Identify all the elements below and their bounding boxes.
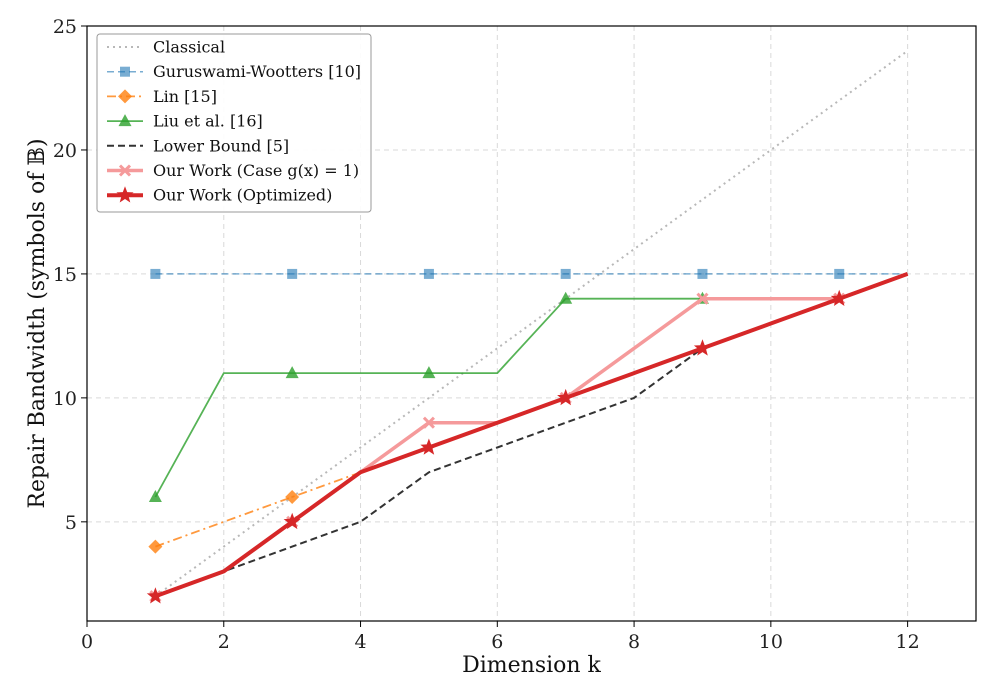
- star-marker: [693, 339, 711, 356]
- legend-entry: Liu et al. [16]: [107, 112, 263, 131]
- triangle-marker: [422, 366, 436, 379]
- series-layer: [146, 49, 909, 604]
- series-guruswami-wootters-10: [150, 268, 908, 279]
- legend-label: Lower Bound [5]: [153, 136, 289, 155]
- legend-entry: Our Work (Optimized): [107, 186, 332, 205]
- legend-label: Lin [15]: [153, 87, 217, 106]
- square-marker: [834, 268, 845, 279]
- axes: 0 2 4 6 8 10 12 5 10 15 20 25: [53, 16, 977, 653]
- square-marker: [287, 268, 298, 279]
- series-our-work-optimized: [146, 272, 909, 604]
- y-tick-label: 5: [65, 512, 77, 534]
- x-marker: [696, 292, 709, 305]
- diamond-marker: [285, 490, 300, 505]
- square-marker: [560, 268, 571, 279]
- x-tick-label: 2: [218, 631, 230, 653]
- series-line: [155, 471, 361, 548]
- star-marker: [146, 587, 164, 604]
- triangle-marker: [285, 366, 299, 379]
- series-line: [155, 272, 908, 598]
- x-tick-label: 8: [628, 631, 640, 653]
- legend-label: Our Work (Case g(x) = 1): [153, 161, 359, 180]
- y-tick-label: 20: [53, 140, 77, 162]
- series-line: [154, 272, 909, 599]
- x-marker: [422, 416, 435, 429]
- x-marker: [118, 164, 132, 177]
- x-tick-label: 10: [759, 631, 783, 653]
- y-tick-label: 15: [53, 264, 77, 286]
- legend-entry: Guruswami-Wootters [10]: [107, 62, 361, 81]
- star-marker: [557, 388, 575, 406]
- legend-label: Our Work (Optimized): [153, 186, 332, 205]
- square-marker: [120, 66, 130, 77]
- plot-frame: [86, 25, 977, 622]
- triangle-marker: [148, 490, 162, 503]
- y-tick-label: 25: [53, 16, 77, 38]
- y-axis-label: Repair Bandwidth (symbols of 𝔹): [25, 138, 50, 508]
- series-lower-bound-5: [155, 272, 908, 598]
- triangle-marker: [559, 291, 573, 304]
- legend-label: Classical: [153, 38, 225, 57]
- series-classical: [154, 49, 909, 598]
- star-marker: [420, 438, 438, 455]
- legend-label: Guruswami-Wootters [10]: [153, 62, 361, 81]
- square-marker: [150, 268, 161, 279]
- diamond-marker: [148, 539, 163, 554]
- legend-entry: Lin [15]: [107, 87, 217, 106]
- legend-entry: Our Work (Case g(x) = 1): [107, 161, 359, 180]
- square-marker: [697, 268, 708, 279]
- diamond-marker: [118, 89, 132, 104]
- y-tick-label: 10: [53, 388, 77, 410]
- x-tick-label: 4: [354, 631, 366, 653]
- square-marker: [423, 268, 434, 279]
- x-tick-label: 12: [896, 631, 920, 653]
- star-marker: [830, 289, 848, 306]
- star-marker: [116, 186, 134, 203]
- legend-entry: Classical: [107, 38, 225, 57]
- star-marker: [283, 512, 301, 530]
- x-axis-label: Dimension k: [462, 653, 601, 678]
- series-liu-et-al-16: [148, 291, 709, 503]
- series-lin-15: [148, 471, 361, 554]
- triangle-marker: [118, 114, 132, 127]
- legend: Classical Guruswami-Wootters [10] Lin [15]…: [96, 33, 372, 213]
- legend-label: Liu et al. [16]: [153, 112, 263, 131]
- series-our-work-case-g-x-1: [149, 272, 909, 603]
- legend-entry: Lower Bound [5]: [107, 136, 289, 155]
- series-line: [154, 49, 909, 598]
- x-tick-label: 0: [81, 631, 93, 653]
- x-tick-label: 6: [491, 631, 503, 653]
- legend-box: [96, 33, 372, 213]
